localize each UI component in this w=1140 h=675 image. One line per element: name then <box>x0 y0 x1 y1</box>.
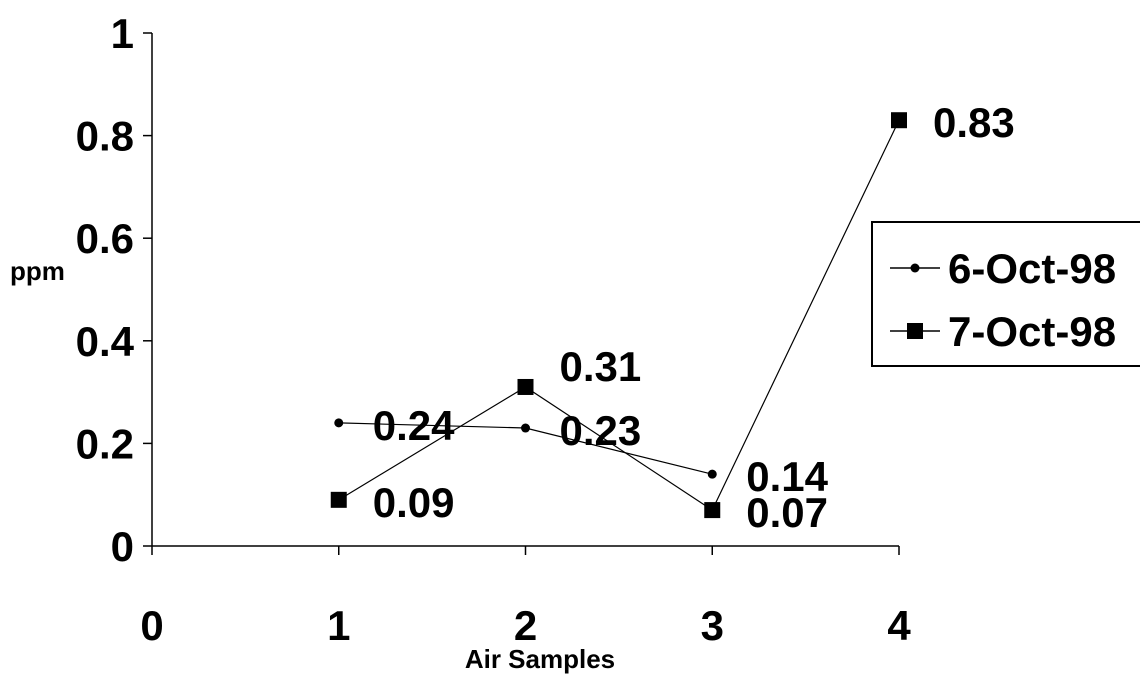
data-point-square <box>517 378 534 395</box>
legend-label: 7-Oct-98 <box>948 308 1116 355</box>
x-axis-title: Air Samples <box>465 644 615 674</box>
legend-marker-square <box>907 323 923 339</box>
data-label: 0.09 <box>373 479 455 526</box>
y-tick-label: 0.4 <box>76 318 135 365</box>
y-axis-title: ppm <box>10 256 65 286</box>
x-axis-ticks: 0 1 2 3 4 <box>140 546 911 649</box>
legend-box <box>871 221 1140 367</box>
y-tick-label: 1 <box>111 10 134 57</box>
x-tick-label: 1 <box>327 602 350 649</box>
series-line <box>338 119 900 511</box>
data-label: 0.24 <box>373 402 455 449</box>
data-point-square <box>704 502 721 519</box>
legend: 6-Oct-98 7-Oct-98 <box>871 221 1140 367</box>
x-tick-label: 2 <box>514 602 537 649</box>
data-label: 0.83 <box>933 99 1015 146</box>
x-tick-label: 4 <box>887 602 911 649</box>
series-7-Oct-98: 0.09 0.31 0.07 0.83 <box>330 99 1015 536</box>
series-6-Oct-98: 0.24 0.23 0.14 <box>334 402 829 500</box>
legend-item: 7-Oct-98 <box>890 308 1116 355</box>
data-label: 0.31 <box>560 343 642 390</box>
series-layer: 0.24 0.23 0.14 0.09 0.31 0.07 0.83 <box>330 99 1015 536</box>
data-point-square <box>891 112 907 129</box>
y-tick-label: 0.2 <box>76 420 134 467</box>
x-tick-label: 3 <box>701 602 724 649</box>
data-label: 0.14 <box>746 453 828 500</box>
data-point-circle <box>707 469 717 479</box>
data-point-square <box>330 491 347 508</box>
data-point-circle <box>334 418 344 428</box>
legend-marker-circle <box>910 263 920 273</box>
data-label: 0.07 <box>746 489 828 536</box>
y-axis-ticks: 0 0.2 0.4 0.6 0.8 1 <box>76 10 152 570</box>
data-point-circle <box>521 423 530 433</box>
y-tick-label: 0.6 <box>76 215 134 262</box>
legend-label: 6-Oct-98 <box>948 245 1116 292</box>
y-tick-label: 0 <box>111 523 134 570</box>
x-tick-label: 0 <box>140 602 163 649</box>
data-label: 0.23 <box>560 407 642 454</box>
legend-item: 6-Oct-98 <box>890 245 1116 292</box>
y-tick-label: 0.8 <box>76 113 134 160</box>
